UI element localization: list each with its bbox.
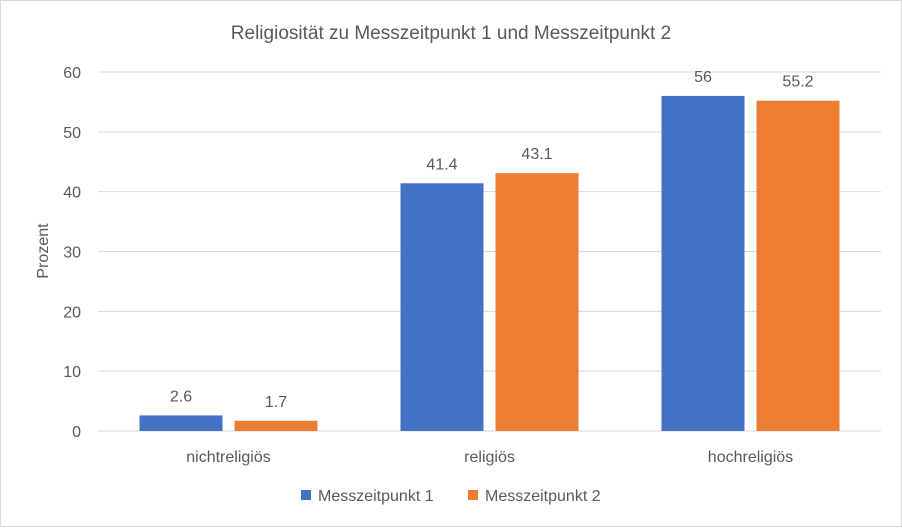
data-label: 43.1 bbox=[521, 146, 552, 163]
data-label: 56 bbox=[694, 69, 712, 86]
y-axis-label: Prozent bbox=[35, 223, 52, 279]
y-tick-label: 10 bbox=[63, 364, 81, 381]
x-tick-label: religiös bbox=[464, 449, 515, 466]
data-label: 55.2 bbox=[782, 74, 813, 91]
bar bbox=[139, 415, 223, 431]
y-tick-label: 0 bbox=[72, 424, 81, 441]
data-label: 2.6 bbox=[170, 388, 192, 405]
bar bbox=[756, 100, 840, 431]
legend-swatch bbox=[301, 490, 311, 500]
x-tick-label: nichtreligiös bbox=[186, 449, 270, 466]
y-tick-label: 20 bbox=[63, 304, 81, 321]
y-tick-label: 30 bbox=[63, 245, 81, 262]
bar bbox=[495, 173, 579, 431]
bar bbox=[400, 183, 484, 431]
y-tick-label: 50 bbox=[63, 125, 81, 142]
x-tick-label: hochreligiös bbox=[708, 449, 793, 466]
bar bbox=[661, 95, 745, 431]
y-tick-label: 40 bbox=[63, 185, 81, 202]
legend-label: Messzeitpunkt 1 bbox=[318, 488, 434, 505]
legend-label: Messzeitpunkt 2 bbox=[485, 488, 601, 505]
data-label: 41.4 bbox=[426, 156, 457, 173]
bar bbox=[234, 420, 318, 431]
legend-swatch bbox=[468, 490, 478, 500]
y-tick-label: 60 bbox=[63, 65, 81, 82]
chart-title: Religiosität zu Messzeitpunkt 1 und Mess… bbox=[231, 23, 671, 44]
data-label: 1.7 bbox=[265, 394, 287, 411]
